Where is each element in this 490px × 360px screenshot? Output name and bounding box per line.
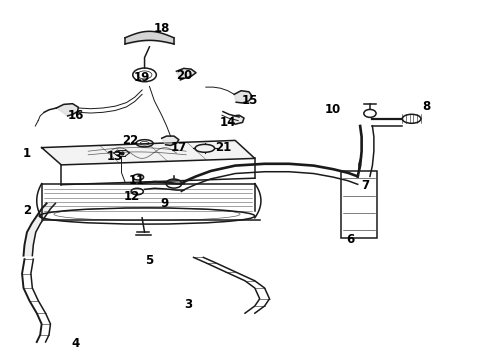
Text: 12: 12 — [124, 190, 141, 203]
Text: 21: 21 — [215, 141, 231, 154]
Polygon shape — [162, 136, 179, 145]
Polygon shape — [56, 104, 78, 116]
Text: 5: 5 — [146, 255, 153, 267]
Text: 17: 17 — [171, 141, 187, 154]
Text: 6: 6 — [346, 233, 354, 246]
Text: 19: 19 — [134, 71, 150, 84]
Text: 22: 22 — [122, 134, 138, 147]
Text: 20: 20 — [175, 69, 192, 82]
Text: 14: 14 — [220, 116, 236, 129]
Bar — [341, 171, 377, 238]
Text: 7: 7 — [361, 179, 369, 192]
Text: 1: 1 — [23, 147, 31, 159]
Text: 9: 9 — [160, 197, 168, 210]
Polygon shape — [42, 140, 255, 165]
Text: 4: 4 — [72, 337, 80, 350]
Text: 10: 10 — [325, 103, 342, 116]
Text: 8: 8 — [422, 100, 430, 113]
Text: 18: 18 — [153, 22, 170, 35]
Text: 11: 11 — [129, 174, 146, 186]
Polygon shape — [176, 68, 196, 80]
Polygon shape — [24, 203, 55, 256]
Polygon shape — [234, 91, 252, 103]
Text: 13: 13 — [107, 150, 123, 163]
Text: 15: 15 — [242, 94, 258, 107]
Text: 16: 16 — [68, 109, 84, 122]
Polygon shape — [229, 115, 244, 124]
Text: 3: 3 — [185, 298, 193, 311]
Text: 2: 2 — [23, 204, 31, 217]
